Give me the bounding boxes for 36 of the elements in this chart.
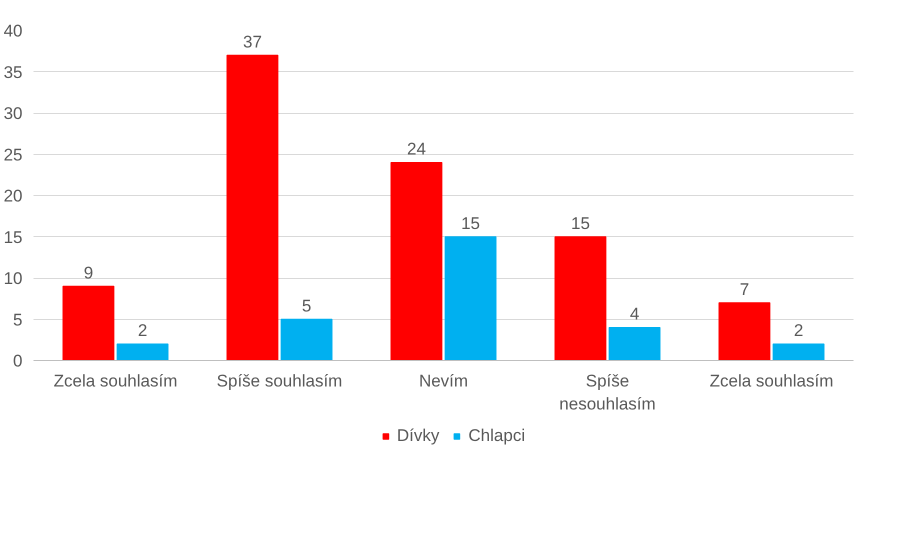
y-tick-label: 15: [4, 228, 23, 247]
data-label: 2: [794, 321, 804, 340]
bar: [554, 236, 606, 360]
bar: [608, 327, 660, 360]
x-tick-label: Nevím: [418, 372, 468, 390]
data-label: 9: [84, 263, 94, 282]
data-label: 37: [242, 32, 262, 52]
legend-label: Dívky: [396, 426, 440, 446]
y-tick-label: 40: [4, 22, 23, 40]
data-label: 7: [740, 280, 750, 299]
x-tick-label: Spíše nesouhlasím: [559, 372, 656, 414]
y-tick-label: 25: [4, 145, 23, 164]
bar: [116, 344, 168, 360]
bar: [226, 54, 278, 360]
data-label: 5: [302, 296, 312, 316]
bar: [444, 236, 496, 360]
y-tick-label: 35: [4, 62, 23, 82]
y-tick-label: 0: [13, 352, 23, 370]
x-tick-label: Spíše souhlasím: [216, 372, 342, 390]
data-label: 15: [461, 214, 480, 233]
data-label: 4: [630, 304, 640, 324]
data-label: 2: [138, 321, 148, 340]
bar: [62, 286, 114, 360]
bar: [280, 318, 332, 360]
y-tick-label: 10: [4, 269, 23, 288]
x-tick-label: Zcela souhlasím: [710, 372, 834, 390]
y-tick-label: 30: [4, 104, 23, 123]
y-tick-label: 5: [13, 310, 23, 330]
bar: [390, 162, 442, 360]
x-tick-label: Zcela souhlasím: [54, 372, 178, 390]
bar: [718, 302, 770, 360]
y-tick-label: 20: [4, 186, 23, 206]
legend-label: Chlapci: [468, 426, 526, 446]
data-label: 24: [406, 140, 426, 158]
bar: [772, 344, 824, 360]
data-label: 15: [570, 214, 590, 233]
